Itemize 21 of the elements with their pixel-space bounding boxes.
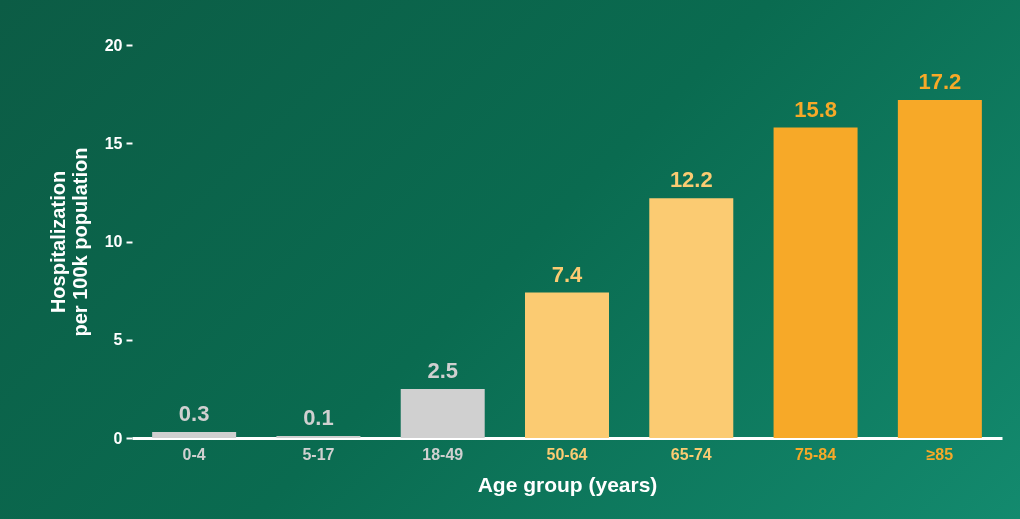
y-tick-label: 5 [113, 331, 123, 349]
x-tick-label: 75-84 [795, 445, 837, 463]
data-label: 17.2 [918, 69, 962, 95]
data-label: 2.5 [427, 357, 459, 383]
x-tick-label: 65-74 [670, 445, 712, 463]
data-label: 12.2 [669, 167, 713, 193]
y-axis-title: Hospitalization per 100k population [46, 147, 91, 337]
x-tick-label: 50-64 [546, 445, 588, 463]
x-tick-label: ≥85 [926, 445, 954, 463]
data-label: 0.3 [178, 401, 210, 427]
y-tick-label: 20 [104, 36, 123, 54]
y-tick-label: 15 [104, 134, 123, 152]
x-axis-title: Age group (years) [477, 472, 658, 496]
data-label: 0.1 [303, 405, 334, 431]
x-tick-label: 18-49 [422, 445, 464, 463]
x-tick-label: 5-17 [302, 445, 335, 463]
data-label: 15.8 [794, 96, 837, 122]
y-tick-label: 10 [104, 233, 123, 250]
data-label: 7.4 [551, 261, 584, 287]
x-tick-label: 0-4 [182, 445, 206, 463]
y-tick-label: 0 [113, 429, 123, 447]
